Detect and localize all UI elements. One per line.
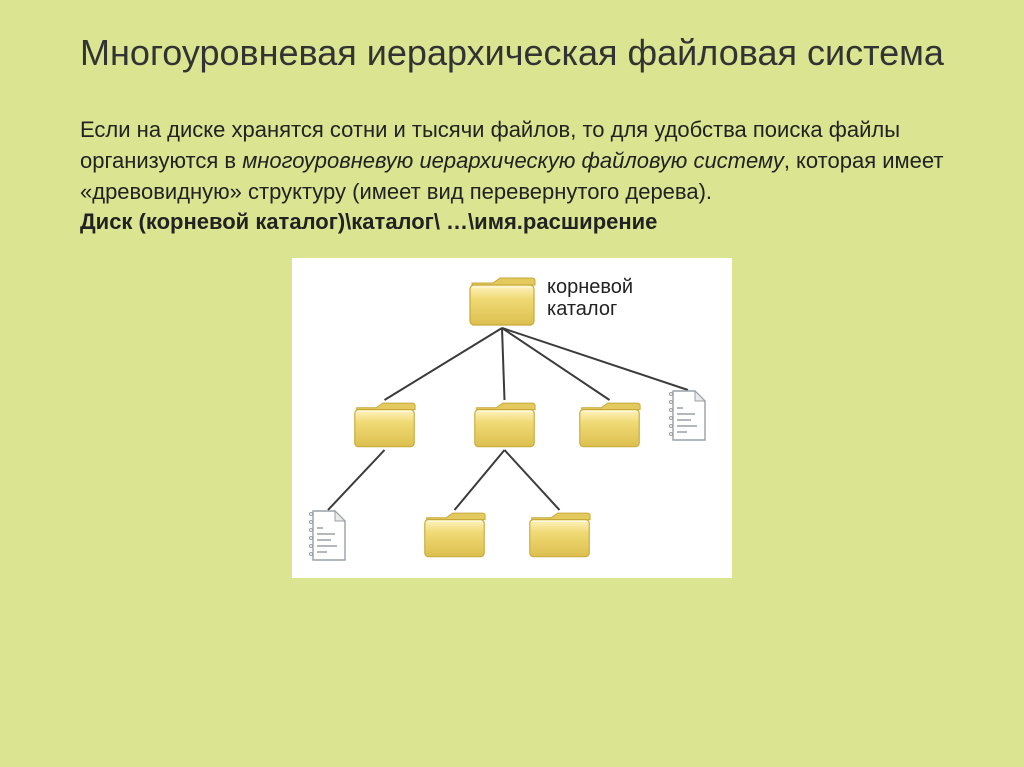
folder-icon	[472, 398, 537, 450]
text-italic: многоуровневую иерархическую файловую си…	[242, 148, 784, 173]
file-icon	[307, 508, 349, 563]
root-label: корневой каталог	[547, 276, 633, 320]
folder-icon	[467, 273, 537, 328]
folder-icon	[352, 398, 417, 450]
tree-diagram: корневой каталог	[292, 258, 732, 578]
file-icon	[667, 388, 709, 443]
folder-icon	[527, 508, 592, 560]
page-title: Многоуровневая иерархическая файловая си…	[50, 30, 974, 75]
text-bold: Диск (корневой каталог)\каталог\ …\имя.р…	[80, 209, 657, 234]
folder-icon	[422, 508, 487, 560]
folder-icon	[577, 398, 642, 450]
body-paragraph: Если на диске хранятся сотни и тысячи фа…	[80, 115, 944, 238]
